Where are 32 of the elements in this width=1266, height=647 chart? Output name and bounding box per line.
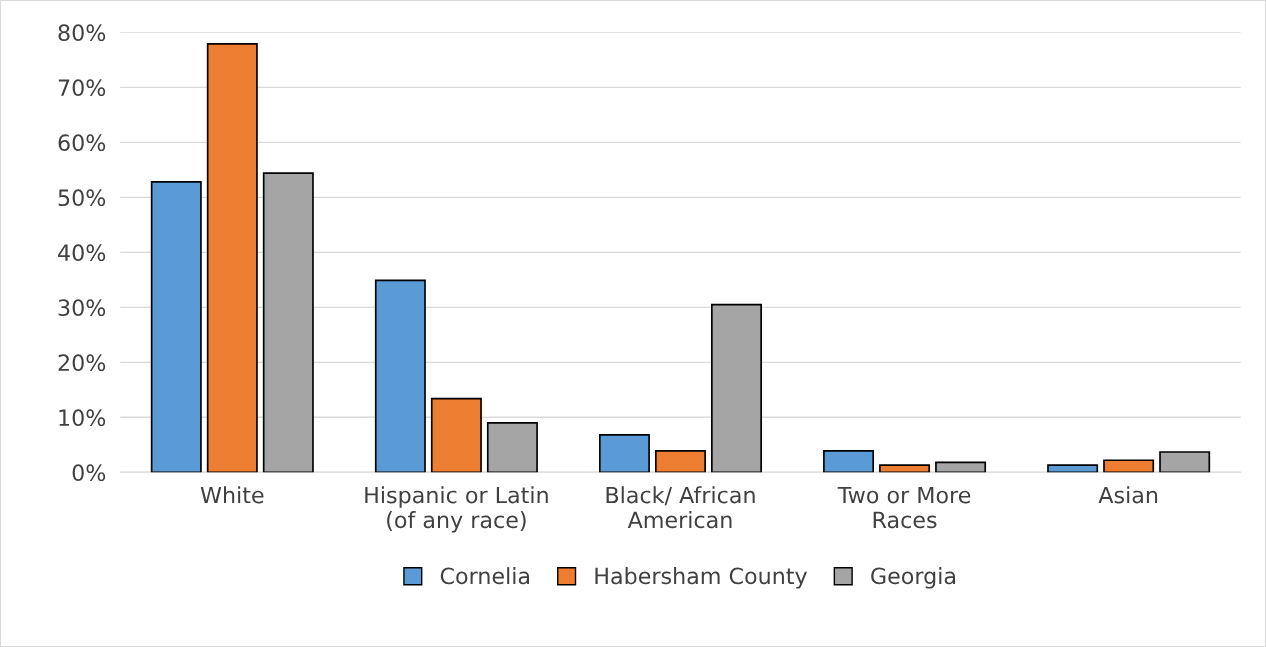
y-tick-label: 80% xyxy=(58,24,106,42)
y-tick-label: 70% xyxy=(58,79,106,97)
bar xyxy=(1103,459,1155,473)
bar xyxy=(654,450,706,473)
x-tick-label: Two or More Races xyxy=(837,486,971,529)
bar xyxy=(823,450,875,473)
y-tick-label: 10% xyxy=(59,409,106,427)
x-tick-label: White xyxy=(200,486,264,504)
bar xyxy=(1159,451,1211,473)
y-tick-label: 50% xyxy=(58,189,106,207)
bar xyxy=(262,172,314,473)
bar xyxy=(598,434,650,473)
bar xyxy=(879,464,931,473)
bar xyxy=(206,43,258,473)
legend-label: Habersham County xyxy=(595,567,807,589)
y-tick-label: 0% xyxy=(72,464,106,482)
y-tick-label: 30% xyxy=(58,299,106,317)
legend-label: Georgia xyxy=(871,567,955,589)
bar xyxy=(374,279,426,473)
y-tick-label: 20% xyxy=(58,354,106,372)
y-tick-label: 40% xyxy=(58,244,106,262)
x-tick-label: Black/ African American xyxy=(606,486,755,529)
x-tick-label: Asian xyxy=(1098,486,1158,504)
bar xyxy=(430,397,482,473)
bar xyxy=(935,461,987,473)
bar xyxy=(486,421,538,473)
bar xyxy=(711,303,762,473)
x-tick-label: Hispanic or Latin (of any race) xyxy=(365,486,548,533)
y-tick-label: 60% xyxy=(58,134,106,152)
legend-label: Cornelia xyxy=(440,567,530,585)
bar xyxy=(150,181,202,473)
bar xyxy=(1047,464,1099,473)
